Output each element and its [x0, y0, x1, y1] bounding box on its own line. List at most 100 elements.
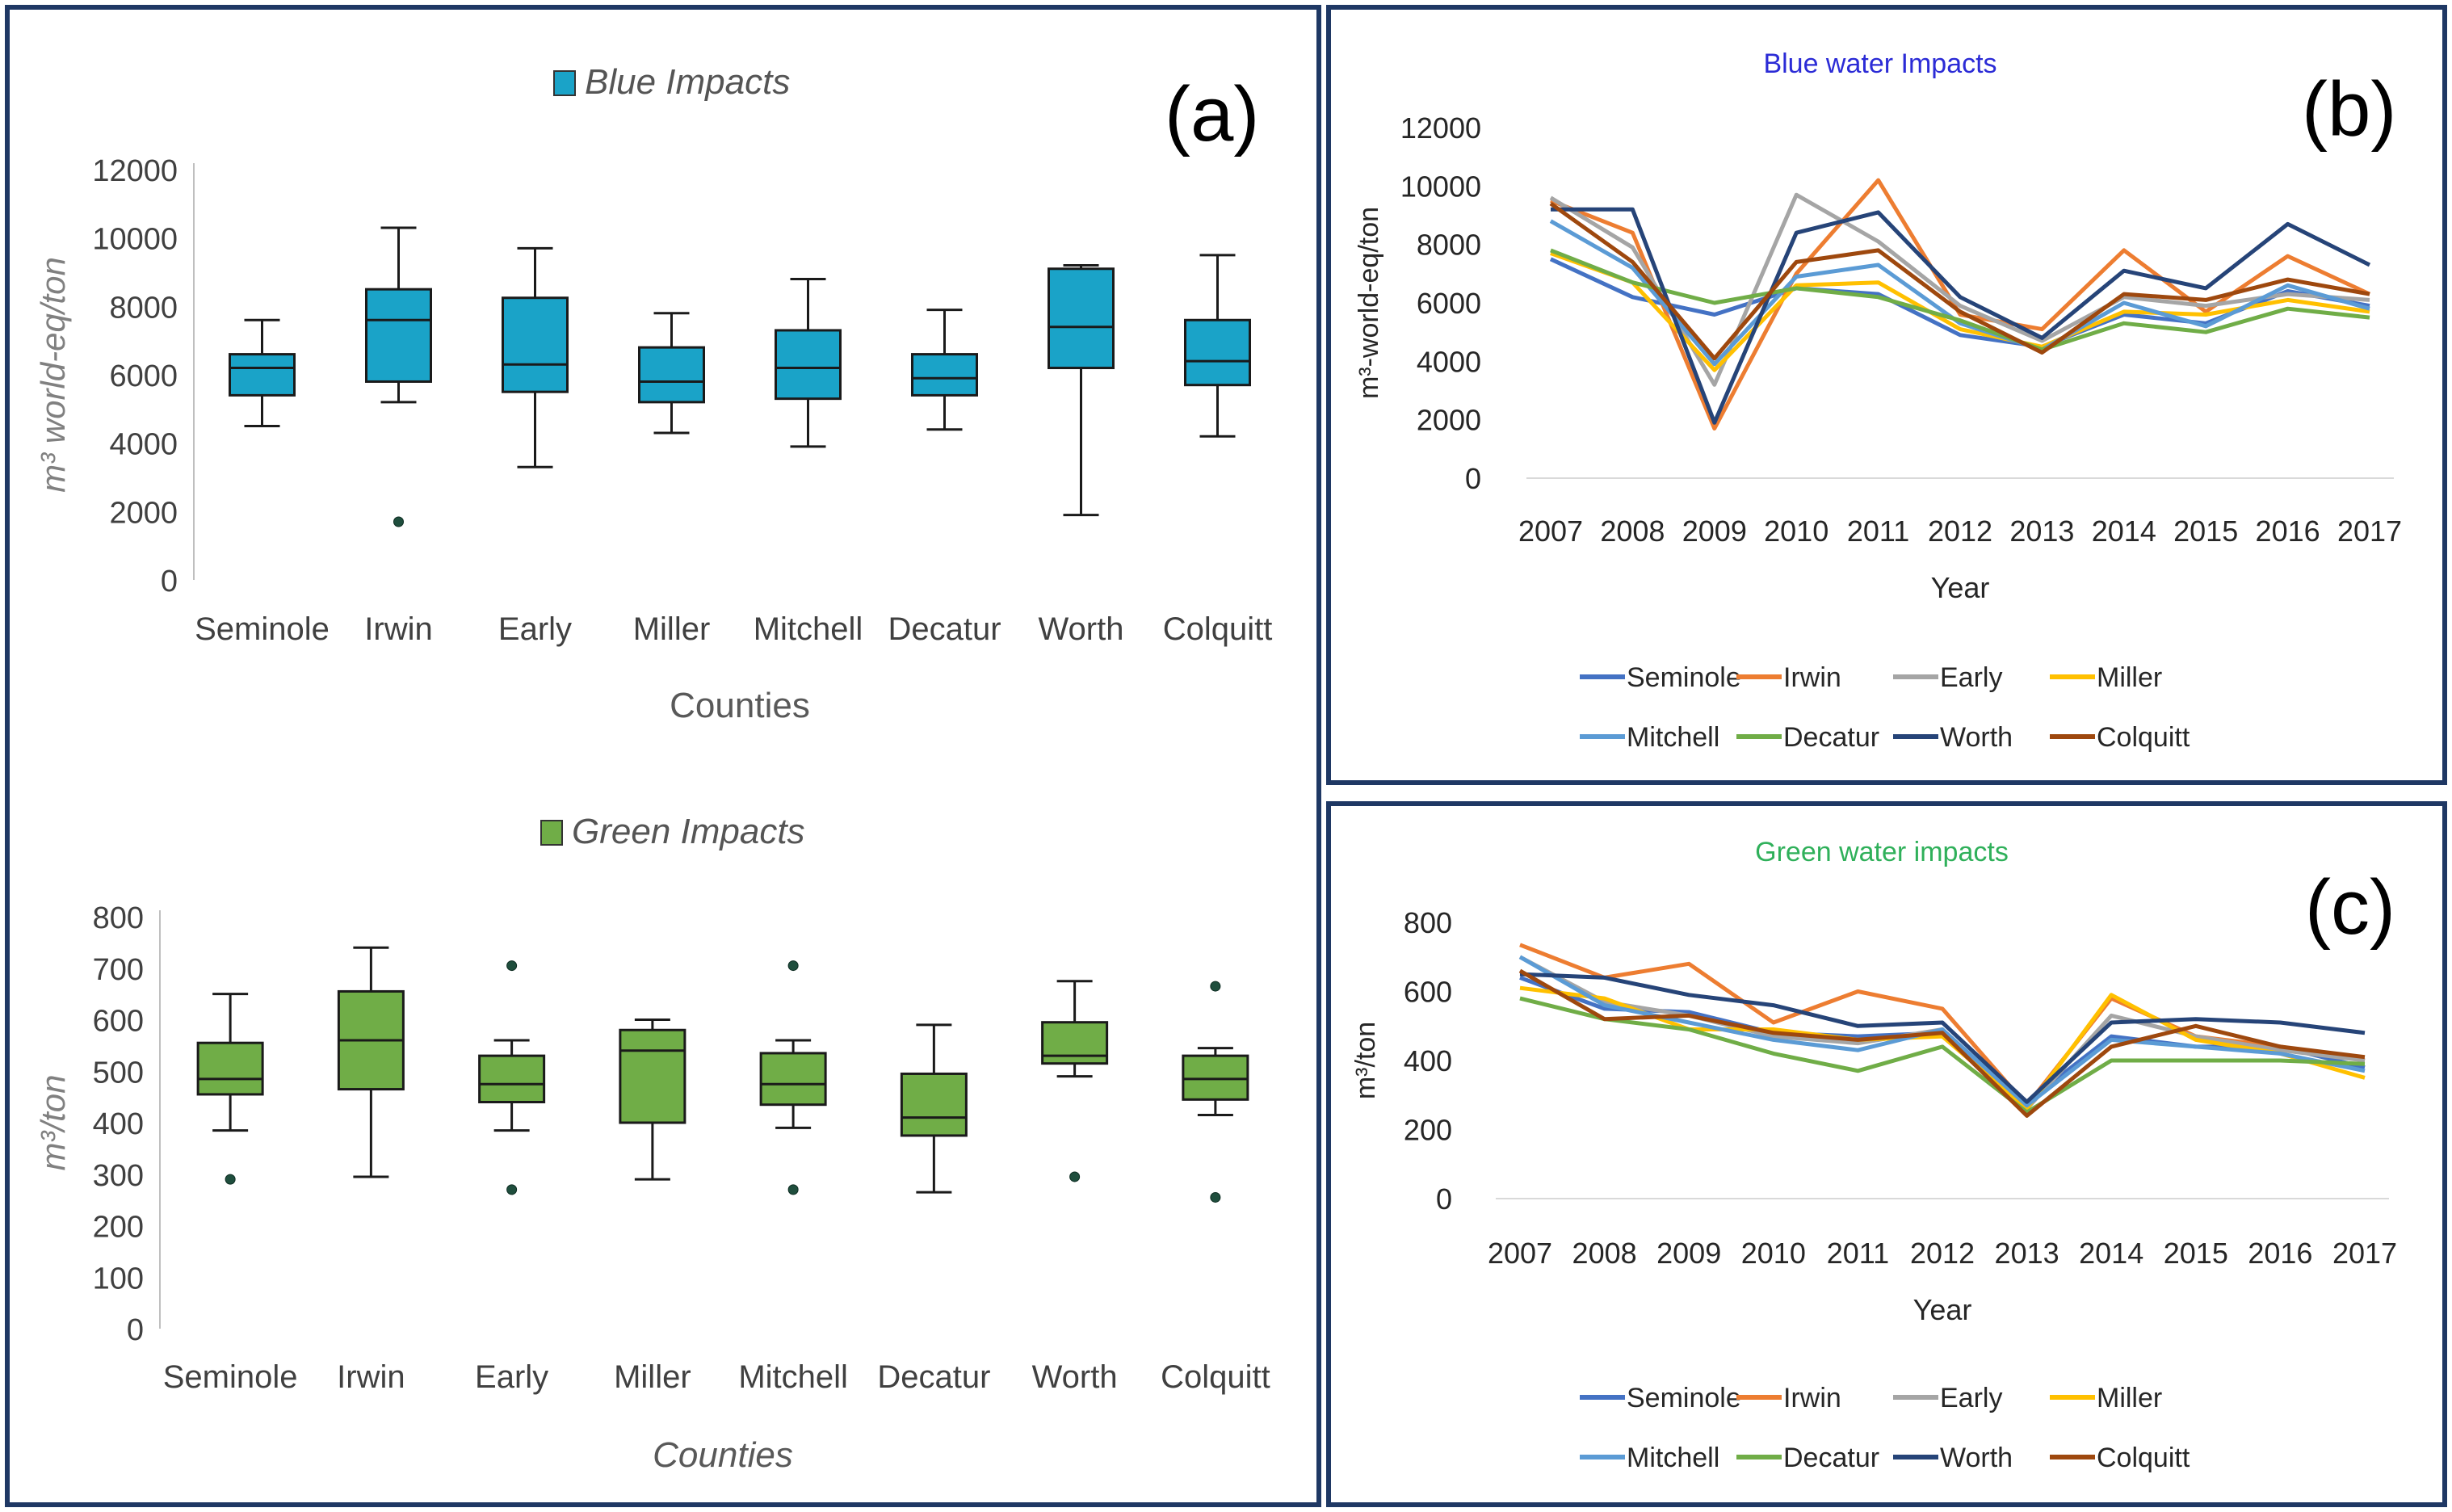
y-axis-title: m³ world-eq/ton — [34, 257, 72, 493]
series-line-mitchell — [1549, 219, 2370, 367]
legend-label-colquitt: Colquitt — [2097, 1443, 2190, 1473]
category-label-miller: Miller — [633, 611, 711, 647]
legend-label-colquitt: Colquitt — [2097, 722, 2190, 753]
outlier-early — [506, 1184, 518, 1195]
category-label-seminole: Seminole — [163, 1359, 298, 1395]
y-tick-label: 400 — [1404, 1044, 1452, 1077]
x-axis-title: Year — [1931, 571, 1990, 604]
x-tick-label-2009: 2009 — [1656, 1237, 1721, 1270]
y-tick-label: 600 — [93, 1005, 144, 1039]
y-axis-title: m³-world-eq/ton — [1354, 207, 1384, 399]
panel-b — [1326, 5, 2447, 785]
x-tick-label-2008: 2008 — [1572, 1237, 1637, 1270]
y-tick-label: 10000 — [1400, 170, 1481, 203]
legend-label-mitchell: Mitchell — [1627, 1443, 1719, 1473]
category-label-mitchell: Mitchell — [738, 1359, 848, 1395]
category-label-decatur: Decatur — [888, 611, 1001, 647]
outlier-colquitt — [1210, 981, 1221, 992]
x-tick-label-2011: 2011 — [1847, 514, 1909, 548]
category-label-irwin: Irwin — [337, 1359, 405, 1395]
y-tick-label: 12000 — [1400, 111, 1481, 145]
box-irwin — [365, 288, 432, 383]
legend-label-irwin: Irwin — [1783, 1383, 1841, 1413]
x-tick-label-2011: 2011 — [1827, 1237, 1889, 1270]
box-decatur — [911, 353, 978, 397]
outlier-early — [506, 960, 518, 972]
series-line-miller — [1519, 985, 2366, 1111]
legend-label-mitchell: Mitchell — [1627, 722, 1719, 753]
box-worth — [1048, 267, 1115, 370]
y-tick-label: 2000 — [109, 496, 178, 530]
legend-label-worth: Worth — [1940, 722, 2013, 753]
legend-label: Green Impacts — [572, 812, 805, 851]
x-axis-title: Counties — [653, 1435, 793, 1475]
legend-label-miller: Miller — [2097, 662, 2162, 693]
series-line-colquitt — [1518, 968, 2366, 1118]
x-axis-title: Year — [1913, 1293, 1972, 1326]
box-seminole — [229, 353, 296, 397]
y-tick-label: 0 — [1465, 462, 1481, 495]
y-tick-label: 0 — [1436, 1182, 1452, 1216]
legend-label-early: Early — [1940, 1383, 2002, 1413]
y-tick-label: 700 — [93, 953, 144, 987]
category-label-miller: Miller — [614, 1359, 691, 1395]
panel-label: (a) — [1165, 71, 1259, 158]
box-worth — [1041, 1021, 1109, 1065]
category-label-colquitt: Colquitt — [1163, 611, 1273, 647]
green-impacts-box-chart: Green Impacts 0 100 200 300 400 500 600 700 800 m³… — [34, 812, 1270, 1475]
y-tick-label: 800 — [1404, 906, 1452, 939]
panel-a — [5, 5, 1321, 1507]
x-tick-label-2007: 2007 — [1518, 514, 1583, 548]
y-tick-label: 0 — [127, 1313, 144, 1347]
box-early — [478, 1054, 546, 1103]
outlier-seminole — [225, 1174, 236, 1185]
chart-title: Blue water Impacts — [1763, 48, 1996, 79]
x-tick-label-2013: 2013 — [1995, 1237, 2059, 1270]
box-mitchell — [775, 329, 842, 401]
legend-swatch — [553, 70, 576, 96]
legend-swatch — [540, 820, 563, 846]
x-tick-label-2013: 2013 — [2009, 514, 2074, 548]
y-tick-label: 10000 — [92, 223, 178, 257]
y-tick-label: 300 — [93, 1159, 144, 1193]
x-tick-label-2014: 2014 — [2092, 514, 2156, 548]
y-tick-label: 8000 — [109, 291, 178, 325]
y-tick-label: 4000 — [109, 428, 178, 462]
outlier-mitchell — [787, 1184, 799, 1195]
x-tick-label-2014: 2014 — [2079, 1237, 2143, 1270]
legend-label-early: Early — [1940, 662, 2002, 693]
y-tick-label: 100 — [93, 1262, 144, 1296]
x-tick-label-2015: 2015 — [2173, 514, 2238, 548]
legend-label-worth: Worth — [1940, 1443, 2013, 1473]
outlier-worth — [1069, 1171, 1081, 1182]
category-label-mitchell: Mitchell — [754, 611, 863, 647]
outlier-colquitt — [1210, 1191, 1221, 1203]
blue-impacts-box-chart: Blue Impacts (a) 0 2000 4000 6000 8000 10000 120… — [34, 62, 1273, 725]
category-label-seminole: Seminole — [195, 611, 330, 647]
y-tick-label: 6000 — [1417, 287, 1481, 320]
series-line-miller — [1550, 251, 2370, 372]
category-label-decatur: Decatur — [877, 1359, 990, 1395]
category-label-early: Early — [475, 1359, 548, 1395]
x-tick-label-2012: 2012 — [1928, 514, 1992, 548]
box-colquitt — [1182, 1054, 1249, 1101]
box-seminole — [196, 1041, 264, 1096]
series-line-colquitt — [1549, 201, 2370, 361]
series-line-decatur — [1519, 996, 2366, 1115]
x-tick-label-2007: 2007 — [1488, 1237, 1552, 1270]
y-tick-label: 4000 — [1417, 345, 1481, 378]
category-label-worth: Worth — [1032, 1359, 1118, 1395]
y-tick-label: 12000 — [92, 154, 178, 188]
y-tick-label: 800 — [93, 901, 144, 935]
x-tick-label-2012: 2012 — [1910, 1237, 1975, 1270]
legend-label-decatur: Decatur — [1783, 722, 1879, 753]
box-colquitt — [1184, 318, 1251, 387]
green-water-impacts-line-chart: Green water impacts (c) 0 200 400 600 800 m³/to… — [1350, 837, 2397, 1473]
legend-label-irwin: Irwin — [1783, 662, 1841, 693]
x-tick-label-2017: 2017 — [2332, 1237, 2397, 1270]
outlier-mitchell — [787, 960, 799, 972]
x-tick-label-2015: 2015 — [2164, 1237, 2228, 1270]
chart-title: Green water impacts — [1755, 837, 2009, 867]
x-tick-label-2017: 2017 — [2337, 514, 2402, 548]
x-tick-label-2016: 2016 — [2256, 514, 2320, 548]
